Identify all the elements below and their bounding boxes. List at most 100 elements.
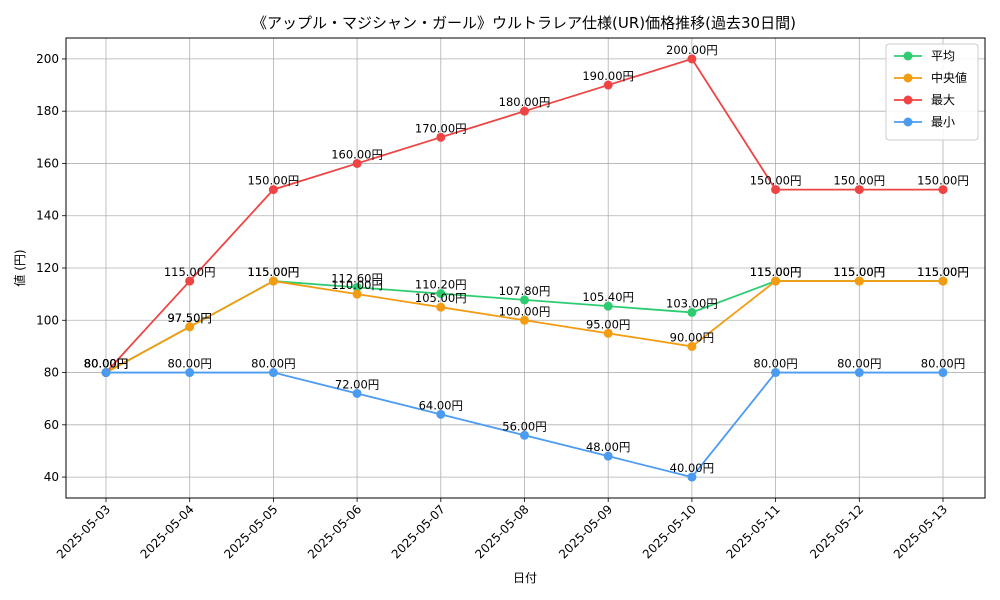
data-point <box>268 368 278 378</box>
x-tick-label: 2025-05-13 <box>891 502 950 561</box>
data-point <box>603 328 613 338</box>
data-label: 160.00円 <box>331 147 383 161</box>
data-point <box>185 276 195 286</box>
data-label: 90.00円 <box>670 330 714 344</box>
data-label: 107.80円 <box>499 284 551 298</box>
data-label: 110.20円 <box>415 278 467 292</box>
data-label: 150.00円 <box>833 174 885 188</box>
data-label: 115.00円 <box>248 265 300 279</box>
data-point <box>938 368 948 378</box>
y-tick-label: 140 <box>36 209 59 223</box>
x-tick-label: 2025-05-08 <box>472 502 531 561</box>
data-label: 180.00円 <box>499 95 551 109</box>
legend-label: 最大 <box>931 93 955 107</box>
data-label: 105.00円 <box>415 291 467 305</box>
data-point <box>771 368 781 378</box>
x-tick-label: 2025-05-05 <box>221 502 280 561</box>
data-label: 80.00円 <box>84 357 128 371</box>
y-tick-label: 80 <box>44 366 59 380</box>
data-point <box>436 409 446 419</box>
legend-item: 中央値 <box>894 70 967 85</box>
legend-item: 最小 <box>894 115 955 129</box>
data-label: 150.00円 <box>917 174 969 188</box>
data-point <box>938 185 948 195</box>
data-label: 115.00円 <box>917 265 969 279</box>
y-tick-label: 180 <box>36 104 59 118</box>
data-label: 80.00円 <box>84 357 128 371</box>
y-tick-label: 60 <box>44 418 59 432</box>
data-point <box>603 451 613 461</box>
x-tick-label: 2025-05-12 <box>807 502 866 561</box>
x-tick-label: 2025-05-07 <box>389 502 448 561</box>
data-point <box>854 185 864 195</box>
chart-title: 《アップル・マジシャン・ガール》ウルトラレア仕様(UR)価格推移(過去30日間) <box>252 14 796 32</box>
data-label: 115.00円 <box>833 265 885 279</box>
legend-label: 平均 <box>931 49 955 63</box>
data-label: 170.00円 <box>415 121 467 135</box>
data-point <box>854 276 864 286</box>
data-label: 40.00円 <box>670 461 714 475</box>
data-point <box>687 341 697 351</box>
data-point <box>687 54 697 64</box>
data-label: 115.00円 <box>917 265 969 279</box>
x-tick-label: 2025-05-11 <box>724 502 783 561</box>
data-label: 115.00円 <box>833 265 885 279</box>
y-axis-label: 値 (円) <box>12 249 27 286</box>
data-point <box>436 289 446 299</box>
data-point <box>520 315 529 325</box>
data-labels: 80.00円 97.50円 115.00円 112.60円 110.20円 107.80円… <box>84 43 969 475</box>
data-point <box>185 368 195 378</box>
data-point <box>352 289 362 299</box>
x-tick-label: 2025-05-09 <box>556 502 615 561</box>
x-axis: 2025-05-03 2025-05-04 2025-05-05 2025-05-06… <box>54 498 950 561</box>
data-label: 97.50円 <box>167 311 211 325</box>
data-point <box>771 276 781 286</box>
data-point <box>854 368 864 378</box>
data-label: 80.00円 <box>837 357 881 371</box>
legend-marker <box>903 73 913 83</box>
y-axis: 40 60 80 100 120 140 160 180 200 <box>36 52 66 484</box>
data-label: 112.60円 <box>331 271 383 285</box>
data-label: 200.00円 <box>666 43 718 57</box>
legend-item: 平均 <box>894 49 955 63</box>
data-point <box>268 276 278 286</box>
x-axis-label: 日付 <box>513 571 537 585</box>
data-point <box>687 472 697 482</box>
data-label: 190.00円 <box>582 69 634 83</box>
data-label: 80.00円 <box>167 357 211 371</box>
data-point <box>185 322 195 332</box>
data-label: 72.00円 <box>335 377 379 391</box>
data-point <box>352 282 362 292</box>
data-point <box>520 295 529 305</box>
data-point <box>101 368 111 378</box>
data-point <box>352 158 362 168</box>
data-point <box>771 185 781 195</box>
y-tick-label: 100 <box>36 313 59 327</box>
data-point <box>603 301 613 311</box>
legend-marker <box>903 51 913 61</box>
data-label: 48.00円 <box>586 440 630 454</box>
data-point <box>436 302 446 312</box>
legend-item: 最大 <box>894 93 955 107</box>
legend-box <box>885 43 979 141</box>
y-tick-label: 40 <box>44 470 59 484</box>
legend-label: 最小 <box>931 115 955 129</box>
data-point <box>938 276 948 286</box>
data-point <box>603 80 613 90</box>
data-label: 115.00円 <box>164 265 216 279</box>
y-tick-label: 120 <box>36 261 59 275</box>
legend-label: 中央値 <box>931 70 967 85</box>
series-1 <box>101 276 948 378</box>
data-label: 110.00円 <box>331 278 383 292</box>
data-label: 80.00円 <box>921 357 965 371</box>
y-tick-label: 200 <box>36 52 59 66</box>
data-label: 150.00円 <box>750 174 802 188</box>
data-point <box>520 106 529 116</box>
data-label: 56.00円 <box>502 419 546 433</box>
series-layer <box>101 54 948 482</box>
data-label: 115.00円 <box>750 265 802 279</box>
data-label: 80.00円 <box>251 357 295 371</box>
series-2 <box>101 54 948 378</box>
